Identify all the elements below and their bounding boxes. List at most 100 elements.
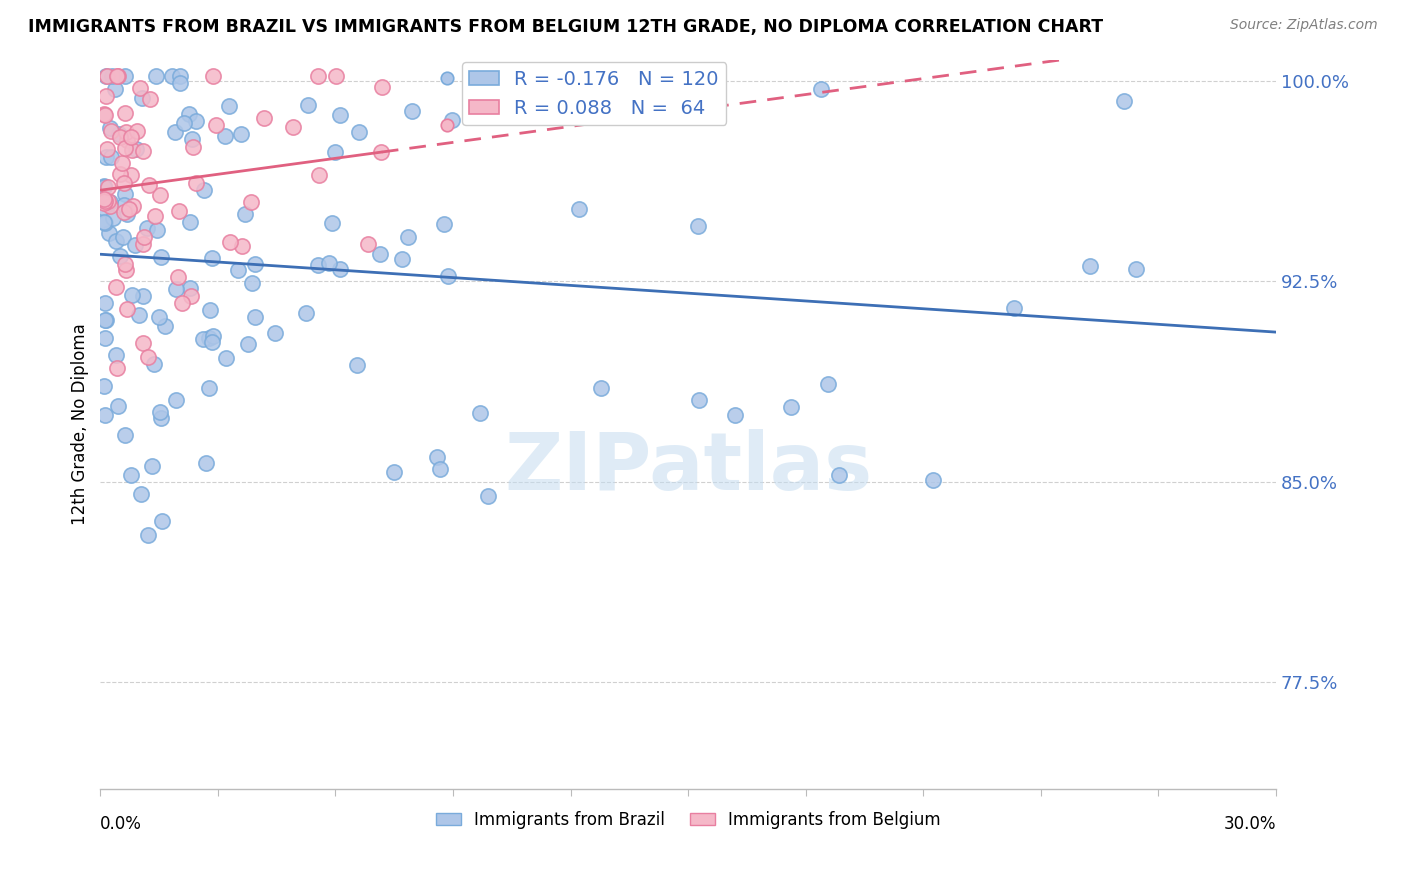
Point xyxy=(107,399,129,413)
Point xyxy=(128,308,150,322)
Point xyxy=(297,98,319,112)
Point xyxy=(112,204,135,219)
Point xyxy=(166,269,188,284)
Point xyxy=(124,238,146,252)
Point xyxy=(111,156,134,170)
Point xyxy=(108,130,131,145)
Point xyxy=(96,142,118,156)
Point xyxy=(98,226,121,240)
Point xyxy=(108,249,131,263)
Point xyxy=(110,167,132,181)
Point xyxy=(440,113,463,128)
Point xyxy=(396,230,419,244)
Point xyxy=(170,295,193,310)
Point xyxy=(96,89,118,103)
Point xyxy=(114,186,136,201)
Point xyxy=(146,223,169,237)
Point xyxy=(201,329,224,343)
Point xyxy=(150,514,173,528)
Point xyxy=(226,262,249,277)
Point xyxy=(136,528,159,542)
Point xyxy=(149,410,172,425)
Point xyxy=(165,282,187,296)
Point xyxy=(108,128,131,142)
Point xyxy=(347,125,370,139)
Point xyxy=(401,104,423,119)
Point xyxy=(94,331,117,345)
Point xyxy=(121,199,143,213)
Point xyxy=(136,220,159,235)
Point xyxy=(104,280,127,294)
Point xyxy=(193,183,215,197)
Point xyxy=(96,313,118,327)
Point xyxy=(93,379,115,393)
Point xyxy=(100,195,122,210)
Point xyxy=(201,69,224,83)
Point xyxy=(115,125,138,139)
Point xyxy=(117,133,139,147)
Point xyxy=(817,376,839,391)
Point xyxy=(93,295,115,310)
Point xyxy=(235,206,257,220)
Point xyxy=(93,192,115,206)
Point xyxy=(186,114,208,128)
Text: 30.0%: 30.0% xyxy=(1223,815,1277,833)
Point xyxy=(104,348,127,362)
Point xyxy=(138,178,160,192)
Point xyxy=(132,230,155,244)
Point xyxy=(177,107,200,121)
Point xyxy=(141,458,163,473)
Point xyxy=(391,252,413,266)
Point xyxy=(118,202,141,217)
Point xyxy=(1112,94,1135,108)
Point xyxy=(253,112,276,126)
Point xyxy=(169,76,191,90)
Point xyxy=(329,107,352,121)
Point xyxy=(94,408,117,422)
Point xyxy=(132,335,155,350)
Point xyxy=(120,468,142,483)
Point xyxy=(219,235,242,249)
Point xyxy=(426,450,449,464)
Point xyxy=(179,215,201,229)
Point xyxy=(238,337,260,351)
Point xyxy=(307,258,329,272)
Point xyxy=(1078,259,1101,273)
Point xyxy=(96,69,118,83)
Point xyxy=(98,121,121,136)
Point xyxy=(97,180,120,194)
Point xyxy=(229,128,252,142)
Point xyxy=(93,215,115,229)
Point xyxy=(686,219,709,233)
Text: 0.0%: 0.0% xyxy=(100,815,142,833)
Point xyxy=(180,289,202,303)
Point xyxy=(688,392,710,407)
Point xyxy=(132,144,155,158)
Point xyxy=(150,250,173,264)
Point xyxy=(205,119,228,133)
Point xyxy=(295,306,318,320)
Point xyxy=(240,277,263,291)
Point xyxy=(169,69,191,83)
Point xyxy=(382,465,405,479)
Point xyxy=(145,69,167,83)
Point xyxy=(371,80,394,95)
Point xyxy=(240,194,263,209)
Point xyxy=(93,107,115,121)
Point xyxy=(1125,261,1147,276)
Point xyxy=(105,69,128,83)
Text: IMMIGRANTS FROM BRAZIL VS IMMIGRANTS FROM BELGIUM 12TH GRADE, NO DIPLOMA CORRELA: IMMIGRANTS FROM BRAZIL VS IMMIGRANTS FRO… xyxy=(28,18,1104,36)
Point xyxy=(94,108,117,122)
Point xyxy=(112,176,135,190)
Point xyxy=(165,393,187,408)
Point xyxy=(308,169,330,183)
Point xyxy=(724,408,747,422)
Point xyxy=(94,313,117,327)
Point xyxy=(357,237,380,252)
Legend: Immigrants from Brazil, Immigrants from Belgium: Immigrants from Brazil, Immigrants from … xyxy=(429,805,948,836)
Point xyxy=(125,142,148,156)
Point xyxy=(591,381,613,395)
Point xyxy=(111,230,134,244)
Point xyxy=(142,357,165,371)
Point xyxy=(120,130,142,145)
